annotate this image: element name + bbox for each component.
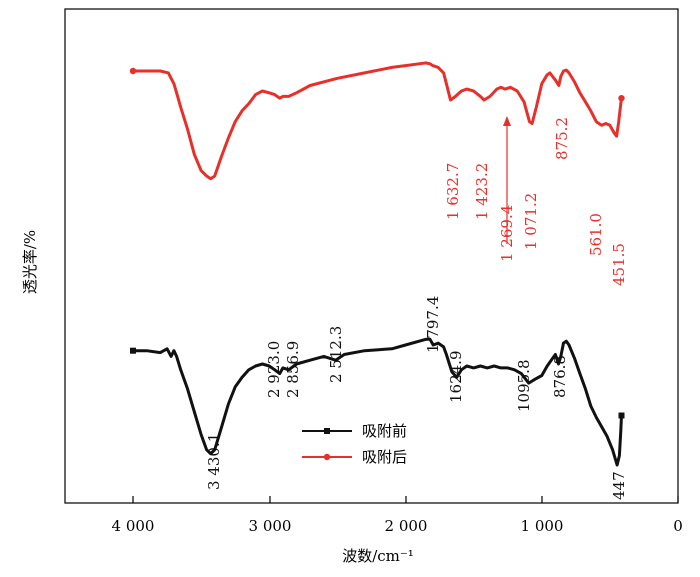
x-axis-title: 波数/cm⁻¹ [342, 547, 414, 565]
peak-label-1423-2: 1 423.2 [473, 163, 491, 220]
peak-label-3430-1: 3 430.1 [205, 433, 223, 490]
peak-label-875-2: 875.2 [553, 117, 571, 160]
peak-labels-red: 1 632.7 1 423.2 1 269.4 1 071.2 875.2 56… [444, 117, 628, 286]
x-tick-label-3000: 3 000 [249, 517, 292, 535]
series-marker-after-start [129, 67, 137, 75]
peak-label-451-5: 451.5 [610, 243, 628, 286]
x-tick-2000: 2 000 [385, 496, 428, 535]
peak-label-2856-9: 2 856.9 [284, 341, 302, 398]
x-tick-0: 0 [673, 496, 683, 535]
plot-frame [64, 8, 679, 504]
series-marker-before-end [618, 412, 625, 419]
x-tick-4000: 4 000 [112, 496, 155, 535]
x-tick-label-4000: 4 000 [112, 517, 155, 535]
peak-label-2512-3: 2 512.3 [327, 326, 345, 383]
x-tick-3000: 3 000 [249, 496, 292, 535]
peak-labels-black: 3 430.1 2 923.0 2 856.9 2 512.3 1 797.4 … [205, 296, 628, 500]
peak-label-561-0: 561.0 [587, 213, 605, 256]
x-tick-label-1000: 1 000 [521, 517, 564, 535]
peak-label-2923-0: 2 923.0 [265, 341, 283, 398]
peak-label-1797-4: 1 797.4 [424, 296, 442, 353]
legend-marker-circle [323, 453, 331, 461]
peak-arrow-1269-4 [503, 116, 511, 244]
peak-label-1095-8: 1095.8 [515, 360, 533, 413]
series-marker-before-start [130, 347, 136, 354]
legend-label-after: 吸附后 [362, 448, 407, 466]
legend-marker-square [324, 428, 330, 434]
series-line-before [133, 337, 623, 467]
peak-label-876-8: 876.8 [551, 355, 569, 398]
x-tick-label-0: 0 [673, 517, 683, 535]
peak-label-1624-9: 1624.9 [447, 351, 465, 404]
series-layer [129, 61, 625, 467]
x-tick-label-2000: 2 000 [385, 517, 428, 535]
peak-label-1071-2: 1 071.2 [522, 193, 540, 250]
series-line-after [133, 61, 623, 181]
legend: 吸附前 吸附后 [302, 422, 407, 466]
legend-label-before: 吸附前 [362, 422, 407, 440]
x-tick-1000: 1 000 [521, 496, 564, 535]
legend-entry-before: 吸附前 [302, 422, 407, 440]
series-marker-after-end [618, 95, 625, 102]
peak-label-1632-7: 1 632.7 [444, 163, 462, 220]
legend-entry-after: 吸附后 [302, 448, 407, 466]
x-axis: 4 000 3 000 2 000 1 000 0 [112, 496, 683, 535]
peak-label-447: 447 [610, 471, 628, 500]
y-axis-title: 透光率/% [21, 230, 39, 294]
